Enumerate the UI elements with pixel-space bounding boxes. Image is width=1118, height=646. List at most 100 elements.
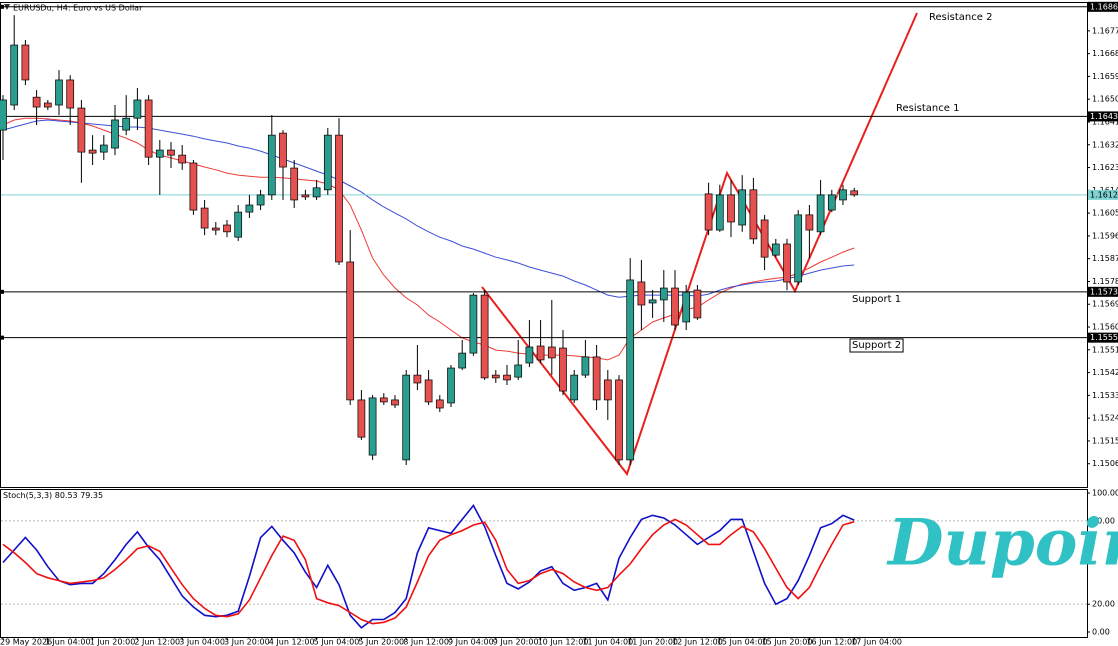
- candle-body: [715, 194, 724, 231]
- y-tick-label: 1.15870: [1092, 254, 1118, 263]
- stoch-line: [2, 504, 855, 629]
- candle-body: [167, 149, 175, 156]
- y-tick-label: 1.16770: [1092, 26, 1118, 35]
- stoch-line: [2, 518, 855, 625]
- x-tick-label: 2 Jun 12:00: [134, 638, 180, 646]
- candle-body: [839, 189, 847, 201]
- x-tick-label: 8 Jun 12:00: [403, 638, 449, 646]
- candle-body: [491, 374, 500, 379]
- y-tick-label: 1.15510: [1092, 345, 1118, 354]
- x-tick-label: 29 May 2026: [0, 638, 52, 646]
- candle-body: [77, 107, 86, 153]
- x-tick-label: 1 Jun 04:00: [45, 638, 91, 646]
- level-price-label: 1.16865: [1090, 2, 1118, 11]
- x-tick-label: 17 Jun 04:00: [851, 638, 902, 646]
- candle-body: [514, 364, 523, 378]
- y-tick-label: 1.16230: [1092, 163, 1118, 172]
- zigzag-pattern: [481, 12, 918, 477]
- candle-body: [783, 243, 791, 283]
- candle-body: [480, 294, 489, 379]
- candle-body: [592, 356, 601, 401]
- candle-body: [391, 399, 399, 406]
- x-tick-label: 9 Jun 20:00: [493, 638, 539, 646]
- y-tick-label: 1.16590: [1092, 72, 1118, 81]
- candle-body: [122, 117, 131, 131]
- y-tick-label: 1.16320: [1092, 140, 1118, 149]
- stoch-header: Stoch(5,3,3) 80.53 79.35: [3, 491, 103, 500]
- candle-body: [267, 134, 276, 196]
- candle-body: [10, 44, 19, 106]
- stoch-panel: [0, 489, 1088, 638]
- candle-body: [503, 374, 511, 381]
- y-tick-label: 1.15240: [1092, 414, 1118, 423]
- level-price-label: 1.16432: [1090, 112, 1118, 121]
- candle-body: [570, 374, 579, 401]
- level-price-box: [1088, 1, 1118, 12]
- candle-body: [402, 374, 411, 461]
- level-price-box: [1088, 111, 1118, 122]
- candle-body: [435, 399, 444, 409]
- candle-body: [245, 204, 254, 213]
- x-tick-label: 4 Jun 12:00: [269, 638, 315, 646]
- candle-body: [0, 99, 7, 131]
- candle-body: [357, 399, 366, 438]
- candle-body: [749, 189, 758, 240]
- level-price-box: [1088, 286, 1118, 297]
- candle-body: [413, 374, 422, 384]
- x-tick-label: 5 Jun 20:00: [358, 638, 404, 646]
- x-tick-label: 15 Jun 04:00: [717, 638, 768, 646]
- candle-body: [346, 261, 355, 401]
- y-tick-label: 0.00: [1092, 627, 1110, 636]
- candle-body: [144, 99, 153, 158]
- candle-body: [458, 352, 467, 369]
- level-name: Support 2: [852, 340, 901, 351]
- candle-body: [99, 144, 108, 153]
- candle-body: [603, 379, 612, 401]
- x-tick-label: 3 Jun 20:00: [224, 638, 270, 646]
- candle-body: [323, 134, 332, 191]
- chart-title: EURUSDu, H4: Euro vs US Dollar: [13, 4, 143, 13]
- y-tick-label: 1.15060: [1092, 459, 1118, 468]
- x-tick-label: 5 Jun 04:00: [314, 638, 360, 646]
- candle-body: [827, 194, 836, 211]
- candle-body: [805, 214, 814, 231]
- candle-body: [682, 291, 691, 323]
- candle-body: [659, 287, 668, 301]
- candle-body: [111, 119, 119, 149]
- candle-body: [368, 397, 377, 456]
- stoch-title: Stoch(5,3,3): [3, 491, 52, 500]
- candle-body: [760, 219, 769, 258]
- x-tick-label: 11 Jun 04:00: [582, 638, 633, 646]
- candle-body: [290, 167, 299, 201]
- y-tick-label: 1.15330: [1092, 391, 1118, 400]
- candle-body: [648, 299, 657, 304]
- candle-body: [626, 279, 635, 461]
- y-tick-label: 1.15150: [1092, 436, 1118, 445]
- candle-body: [581, 356, 590, 376]
- x-tick-label: 15 Jun 20:00: [762, 638, 813, 646]
- y-tick-label: 1.15960: [1092, 231, 1118, 240]
- candle-body: [637, 281, 646, 306]
- x-tick-label: 1 Jun 20:00: [90, 638, 136, 646]
- candle-body: [615, 379, 623, 461]
- level-price-label: 1.15558: [1090, 333, 1118, 342]
- candle-body: [424, 379, 433, 403]
- candle-body: [727, 194, 735, 223]
- candle-body: [211, 227, 220, 231]
- candle-body: [66, 79, 75, 109]
- main-panel: [0, 2, 1088, 488]
- candle-body: [816, 194, 825, 233]
- candle-body: [200, 207, 209, 229]
- x-tick-label: 9 Jun 04:00: [448, 638, 494, 646]
- x-tick-label: 11 Jun 20:00: [627, 638, 678, 646]
- y-tick-label: 80.00: [1092, 516, 1115, 525]
- price-label: 1.16122: [1090, 190, 1118, 199]
- candle-body: [43, 102, 52, 108]
- candle-body: [335, 134, 343, 263]
- candle-body: [738, 189, 747, 226]
- x-tick-label: 16 Jun 12:00: [806, 638, 857, 646]
- candle-body: [693, 289, 702, 319]
- level-anchor: [0, 4, 4, 9]
- y-tick-label: 20.00: [1092, 600, 1115, 609]
- candle-body: [704, 193, 713, 231]
